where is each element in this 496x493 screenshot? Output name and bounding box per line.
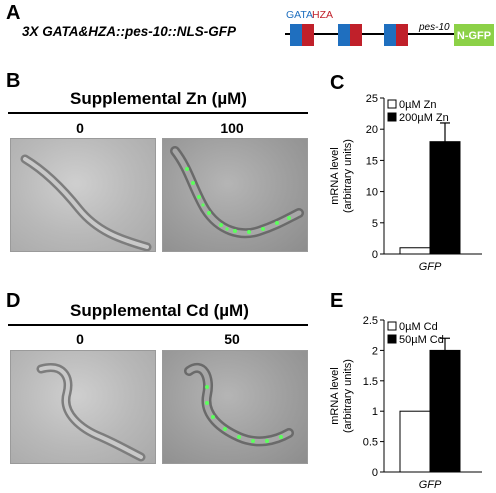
legend-swatch — [387, 321, 397, 331]
y-axis-label-line2: (arbitrary units) — [342, 359, 354, 433]
legend-label: 200µM Zn — [399, 112, 449, 124]
panel-b-rule — [8, 112, 308, 114]
y-tick-label: 0 — [372, 467, 378, 479]
legend-label: 50µM Cd — [399, 334, 444, 346]
chart-e: mRNA level (arbitrary units) 0 0.5 1 1.5 2 2.… — [329, 315, 482, 491]
hza-site-1 — [302, 24, 314, 46]
ngfp-box — [454, 24, 494, 46]
gata-label: GATA — [286, 9, 313, 21]
gata-site-3 — [384, 24, 396, 46]
y-tick-label: 10 — [366, 187, 378, 199]
gfp-nuclei — [185, 167, 291, 234]
y-tick-label: 2 — [372, 345, 378, 357]
construct-diagram: GATA HZA pes-10 N-GFP — [285, 9, 494, 46]
y-tick-label: 0 — [372, 249, 378, 261]
panel-a-letter: A — [6, 2, 21, 24]
micrograph-zn-100 — [162, 138, 308, 252]
hza-site-3 — [396, 24, 408, 46]
y-tick-label: 2.5 — [363, 315, 378, 327]
legend-label: 0µM Cd — [399, 321, 438, 333]
y-axis-label-line1: mRNA level — [329, 367, 341, 424]
y-tick-label: 15 — [366, 155, 378, 167]
panel-b-dose-left: 0 — [76, 120, 84, 136]
legend-label: 0µM Zn — [399, 99, 437, 111]
y-tick-label: 20 — [366, 124, 378, 136]
panel-b-title: Supplemental Zn (µM) — [70, 89, 247, 108]
micrograph-cd-50 — [162, 350, 308, 464]
bar-treated — [429, 349, 461, 473]
x-axis-label: GFP — [419, 261, 442, 273]
panel-d-rule — [8, 324, 308, 326]
panel-b-letter: B — [6, 70, 21, 92]
y-axis-label-line1: mRNA level — [329, 147, 341, 204]
x-axis-label: GFP — [419, 479, 442, 491]
y-tick-label: 25 — [366, 93, 378, 105]
gata-site-2 — [338, 24, 350, 46]
gfp-nuclei — [205, 385, 283, 443]
worm-body — [184, 363, 294, 447]
panel-d-dose-right: 50 — [224, 331, 240, 347]
y-tick-label: 5 — [372, 218, 378, 230]
bar-treated — [429, 141, 461, 255]
panel-d-letter: D — [6, 290, 21, 312]
hza-site-2 — [350, 24, 362, 46]
construct-label: 3X GATA&HZA::pes-10::NLS-GFP — [22, 24, 237, 39]
chart-c: mRNA level (arbitrary units) 0510152025 … — [329, 93, 482, 273]
y-axis-label-line2: (arbitrary units) — [342, 139, 354, 213]
hza-label: HZA — [312, 9, 333, 21]
ngfp-label: N-GFP — [457, 30, 491, 42]
legend-swatch — [387, 112, 397, 122]
bar-control — [399, 410, 431, 473]
panel-d-dose-left: 0 — [76, 331, 84, 347]
gata-site-1 — [290, 24, 302, 46]
y-tick-label: 1.5 — [363, 376, 378, 388]
micrograph-zn-0 — [10, 138, 156, 252]
y-tick-label: 0.5 — [363, 437, 378, 449]
legend-swatch — [387, 334, 397, 344]
pes10-label: pes-10 — [418, 22, 450, 33]
micrograph-cd-0 — [10, 350, 156, 464]
legend-swatch — [387, 99, 397, 109]
panel-e-letter: E — [330, 290, 344, 312]
y-tick-label: 1 — [372, 406, 378, 418]
bar-control — [399, 247, 431, 255]
worm-body — [36, 363, 146, 462]
panel-b-dose-right: 100 — [220, 120, 244, 136]
panel-d-title: Supplemental Cd (µM) — [70, 301, 249, 320]
panel-c-letter: C — [330, 72, 345, 94]
